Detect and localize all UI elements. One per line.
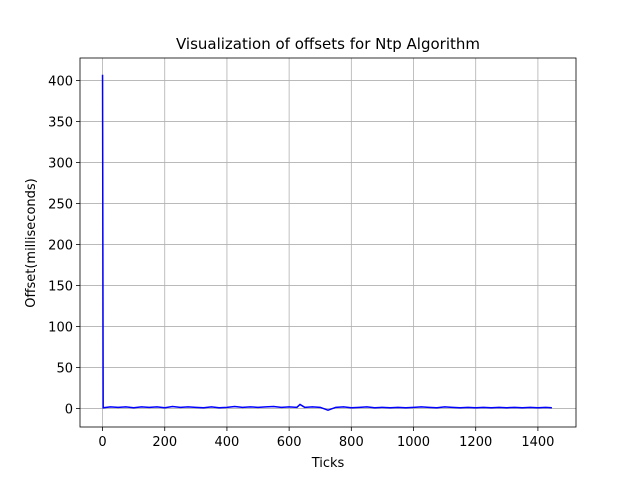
x-tick-label: 200: [152, 435, 177, 450]
plot-frame: [79, 57, 577, 428]
x-tick-label: 600: [277, 435, 302, 450]
x-axis-label: Ticks: [311, 456, 345, 471]
x-tick-label: 0: [98, 435, 106, 450]
chart-title: Visualization of offsets for Ntp Algorit…: [176, 35, 480, 53]
y-axis-label: Offset(milliseconds): [24, 178, 39, 307]
x-tick-label: 400: [215, 435, 240, 450]
y-tick-label: 350: [48, 116, 73, 131]
y-tick-label: 250: [48, 198, 73, 213]
y-tick-label: 50: [56, 362, 73, 377]
x-tick-label: 800: [339, 435, 364, 450]
x-tick-label: 1400: [521, 435, 554, 450]
y-tick-label: 300: [48, 157, 73, 172]
data-line: [101, 74, 552, 411]
x-tick-label: 1200: [459, 435, 492, 450]
y-tick-label: 200: [48, 239, 73, 254]
y-tick-label: 400: [48, 75, 73, 90]
y-tick-label: 150: [48, 280, 73, 295]
y-tick-label: 100: [48, 321, 73, 336]
y-tick-label: 0: [65, 403, 73, 418]
x-tick-label: 1000: [397, 435, 430, 450]
